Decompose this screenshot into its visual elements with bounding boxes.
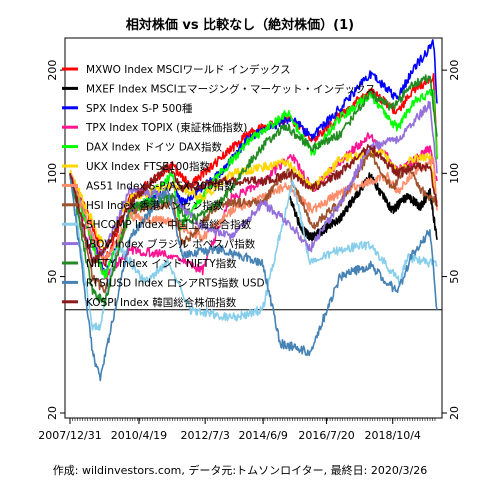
legend-label: KOSPI Index 韓国総合株価指数 [86, 296, 237, 309]
legend-label: HSI Index 香港ハンセン指数 [86, 199, 224, 212]
footer-credit: 作成: wildinvestors.com, データ元:トムソンロイター, 最終… [52, 464, 428, 477]
legend-label: SPX Index S-P 500種 [86, 102, 193, 115]
legend-label: DAX Index ドイツ DAX指数 [86, 141, 222, 154]
legend-label: RTSIUSD Index ロシアRTS指数 USD [86, 276, 265, 289]
series-line [69, 150, 438, 294]
x-tick-label: 2010/4/19 [111, 429, 167, 442]
legend: MXWO Index MSCIワールド インデックス MXEF Index MSC… [62, 63, 376, 309]
axes: 20 20 50 50 100 100 200 200 2007/12/31 2010/4/19 2… [38, 60, 461, 442]
y-tick-label-left: 20 [46, 406, 59, 420]
series-line [289, 172, 438, 242]
y-tick-label-left: 50 [46, 270, 59, 284]
series-line [69, 144, 438, 267]
legend-label: TPX Index TOPIX (東証株価指数) [85, 121, 247, 134]
x-tick-label: 2014/6/9 [238, 429, 287, 442]
x-tick-label: 2012/7/3 [180, 429, 229, 442]
plot-area-frame [64, 37, 443, 419]
legend-label: NIFTY Index インド NIFTY指数 [86, 257, 237, 270]
legend-label: AS51 Index S-P/ASX 200指数 [86, 179, 235, 192]
series-line [69, 173, 438, 331]
legend-label: SHCOMP Index 中国上海総合指数 [86, 218, 252, 231]
x-tick-label: 2018/10/4 [365, 429, 421, 442]
y-tick-label-right: 50 [448, 270, 461, 284]
y-tick-label-left: 100 [46, 163, 59, 184]
x-tick-label: 2007/12/31 [38, 429, 101, 442]
series-line [69, 100, 438, 263]
series-line [69, 173, 438, 382]
legend-label: IBOV Index ブラジル ボベスパ指数 [86, 238, 256, 251]
x-tick-label: 2016/7/20 [298, 429, 354, 442]
y-tick-label-right: 100 [448, 163, 461, 184]
legend-label: UKX Index FTSE100指数 [86, 160, 210, 173]
series-layer [69, 39, 438, 382]
legend-label: MXEF Index MSCIエマージング・マーケット・インデックス [86, 82, 376, 95]
y-tick-label-right: 200 [448, 60, 461, 81]
y-tick-label-right: 20 [448, 406, 461, 420]
chart-title: 相対株価 vs 比較なし（絶対株価）(1) [125, 18, 355, 33]
legend-label: MXWO Index MSCIワールド インデックス [86, 63, 291, 76]
y-tick-label-left: 200 [46, 60, 59, 81]
